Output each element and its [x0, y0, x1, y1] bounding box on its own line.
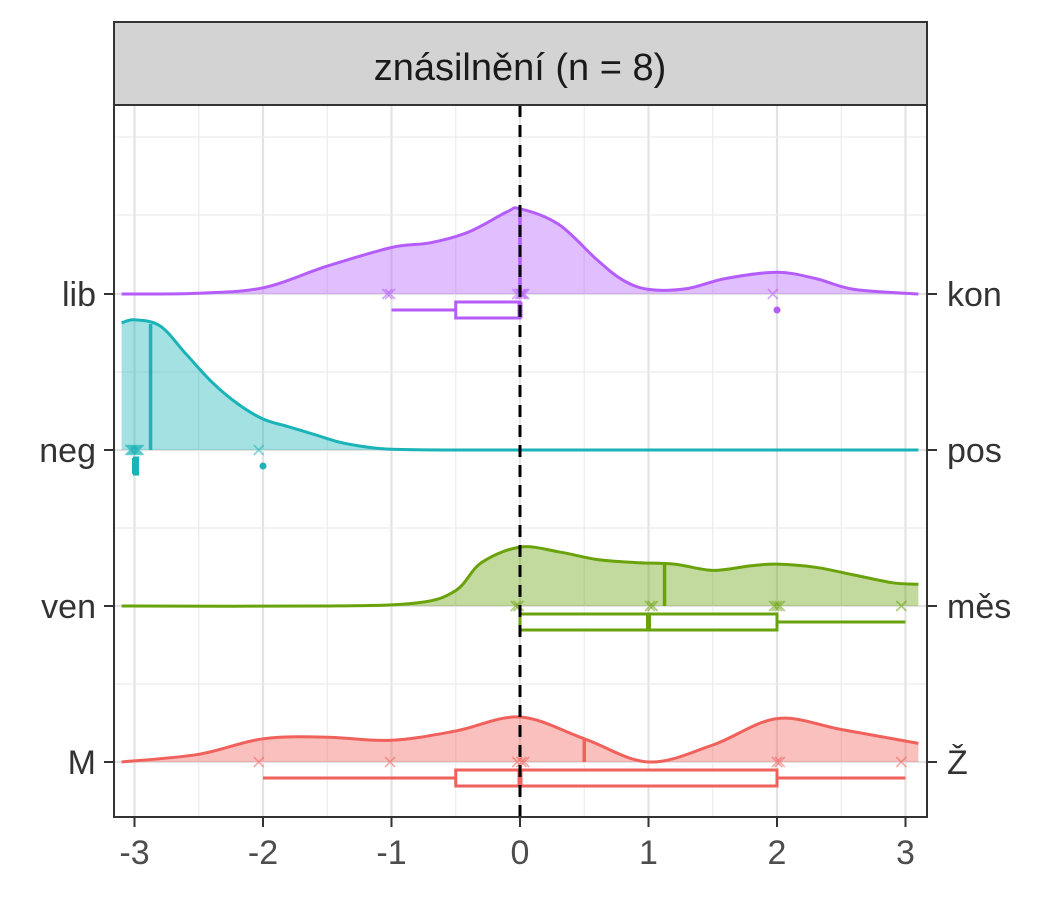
facet-title: znásilnění (n = 8) [374, 47, 667, 89]
data-point [771, 600, 783, 612]
data-point-stroke [384, 756, 396, 768]
y-label-right: pos [947, 432, 1002, 470]
data-point [771, 756, 783, 768]
data-point-stroke [771, 600, 783, 612]
data-point-stroke [253, 444, 265, 456]
data-point-stroke [515, 756, 527, 768]
data-point [131, 444, 143, 456]
data-point [644, 600, 656, 612]
facet-strip [113, 21, 928, 106]
outlier-point [773, 306, 781, 314]
data-point-stroke [895, 756, 907, 768]
data-point-stroke [511, 756, 523, 768]
x-tick-label: 1 [639, 834, 658, 872]
data-point [774, 600, 786, 612]
y-label-left: M [68, 744, 96, 782]
data-point-stroke [644, 600, 656, 612]
y-label-left: lib [62, 276, 96, 314]
density-area [121, 716, 919, 763]
data-point-stroke [767, 288, 779, 300]
x-tick-label: -2 [248, 834, 278, 872]
density-curve [121, 206, 919, 296]
point-layer [124, 288, 907, 768]
data-point-stroke [774, 600, 786, 612]
data-point [384, 288, 396, 300]
data-point-stroke [895, 600, 907, 612]
y-label-right: kon [947, 276, 1002, 314]
data-point-stroke [774, 756, 786, 768]
y-label-right: Ž [947, 744, 968, 782]
data-point-stroke [384, 288, 396, 300]
x-tick-label: -1 [376, 834, 406, 872]
data-point [130, 444, 142, 456]
y-label-right: měs [947, 588, 1011, 626]
data-point [895, 600, 907, 612]
data-point [767, 288, 779, 300]
density-curve [121, 318, 919, 452]
data-point [128, 444, 141, 456]
data-point-stroke [128, 444, 141, 456]
data-point-stroke [131, 444, 143, 456]
y-label-left: neg [39, 432, 96, 470]
data-point [895, 756, 907, 768]
data-point-stroke [771, 756, 783, 768]
data-point [384, 756, 396, 768]
data-point [381, 288, 393, 300]
x-tick-label: -3 [119, 834, 149, 872]
box-iqr [454, 300, 522, 320]
data-point [253, 444, 265, 456]
x-tick-label: 3 [896, 834, 915, 872]
data-point-stroke [130, 444, 142, 456]
data-point-stroke [647, 600, 659, 612]
density-curve [121, 545, 919, 608]
x-tick-label: 0 [511, 834, 530, 872]
data-point [774, 756, 786, 768]
y-label-left: ven [41, 588, 96, 626]
data-point [253, 756, 265, 768]
data-point-stroke [517, 288, 529, 300]
data-point [647, 600, 659, 612]
boxplot-layer [132, 300, 906, 788]
outlier-point [259, 462, 267, 470]
axes: -3 -2 -1 0 1 2 3 lib kon neg pos ven měs M Ž [39, 276, 1011, 872]
data-point-stroke [253, 756, 265, 768]
data-point-stroke [381, 288, 393, 300]
box-iqr [454, 768, 779, 788]
data-point [515, 756, 527, 768]
density-area [121, 319, 919, 451]
x-tick-label: 2 [768, 834, 787, 872]
data-point-stroke [510, 600, 522, 612]
